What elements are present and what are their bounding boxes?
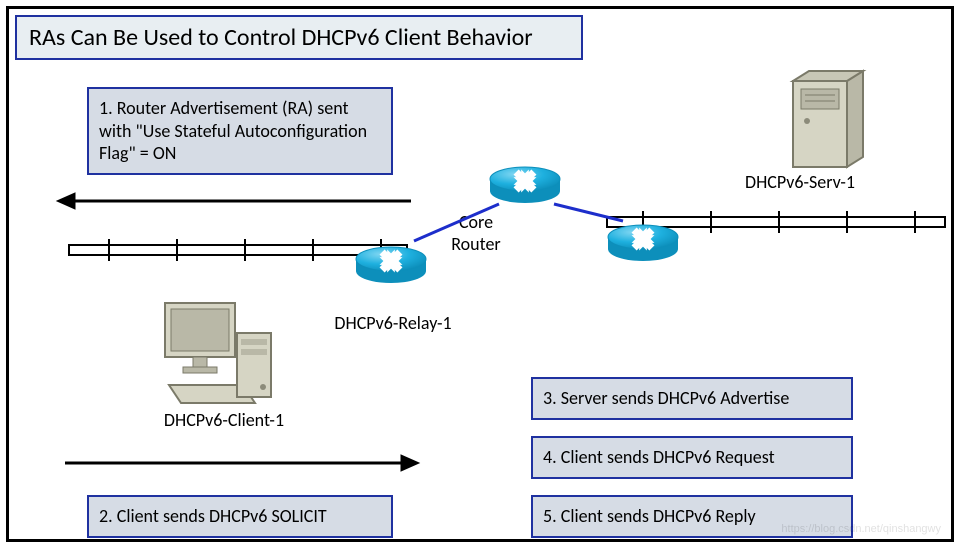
server-icon bbox=[793, 71, 863, 167]
arrow-left-icon bbox=[57, 193, 411, 209]
network-bus-right-icon bbox=[607, 211, 945, 233]
arrow-right-icon bbox=[65, 455, 419, 471]
client-pc-icon bbox=[165, 303, 271, 403]
network-bus-left-icon bbox=[69, 239, 407, 261]
diagram-canvas: RAs Can Be Used to Control DHCPv6 Client… bbox=[6, 6, 954, 542]
step-4-box: 4. Client sends DHCPv6 Request bbox=[531, 436, 853, 479]
core-router-icon bbox=[490, 164, 560, 203]
server-label: DHCPv6-Serv-1 bbox=[715, 171, 885, 193]
step-1-box: 1. Router Advertisement (RA) sent with "… bbox=[87, 87, 393, 175]
client-label: DHCPv6-Client-1 bbox=[139, 409, 309, 431]
right-router-icon bbox=[608, 222, 678, 261]
link-core-right bbox=[554, 204, 623, 221]
relay-label: DHCPv6-Relay-1 bbox=[313, 312, 473, 334]
core-router-label: Core Router bbox=[441, 211, 511, 255]
step-3-box: 3. Server sends DHCPv6 Advertise bbox=[531, 377, 853, 420]
watermark: https://blog.csdn.net/qinshangwy bbox=[781, 523, 941, 535]
step-2-box: 2. Client sends DHCPv6 SOLICIT bbox=[87, 495, 393, 538]
relay-router-icon bbox=[356, 244, 426, 283]
page-title: RAs Can Be Used to Control DHCPv6 Client… bbox=[15, 15, 583, 60]
